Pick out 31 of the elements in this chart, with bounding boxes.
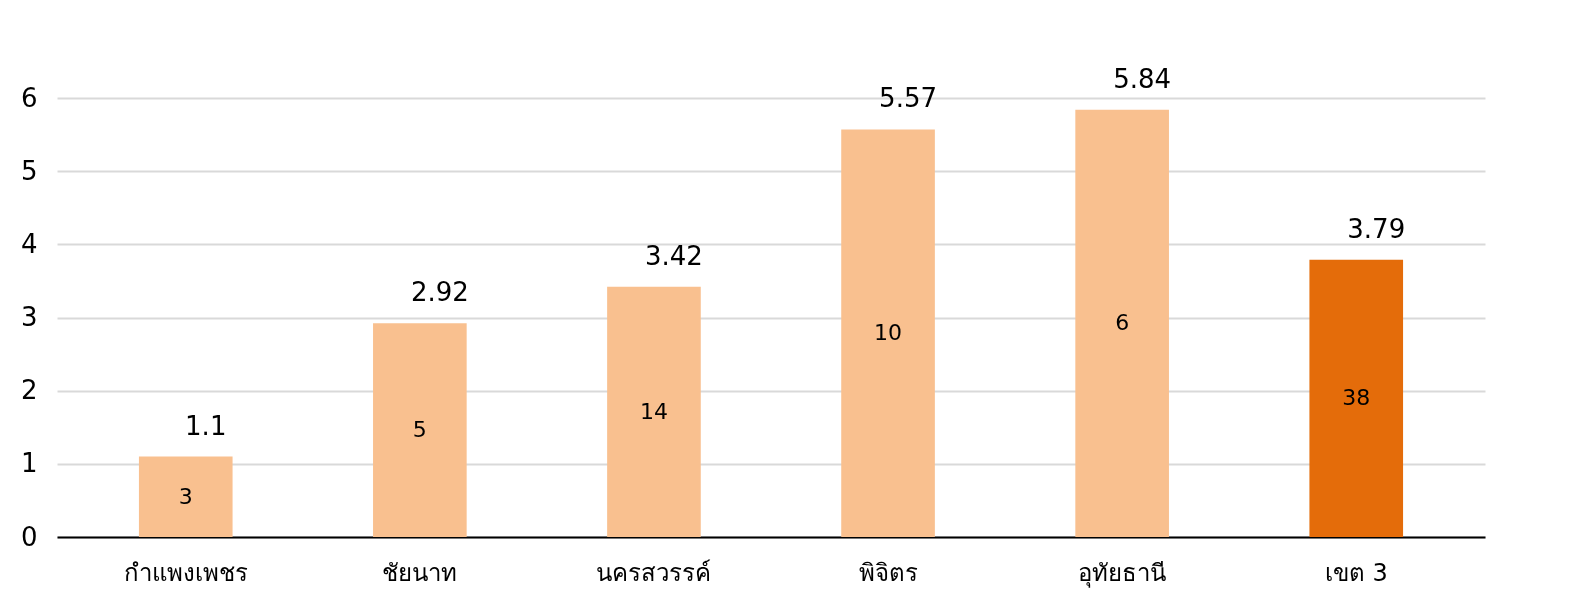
x-tick-label: อุทัยธานี xyxy=(1078,558,1167,588)
bar xyxy=(373,323,467,537)
annotation: 6 xyxy=(1115,310,1130,336)
x-tick-label: เขต 3 xyxy=(1324,558,1388,587)
data-label: 3.79 xyxy=(1347,213,1406,244)
y-tick-label: 4 xyxy=(20,228,38,259)
data-label: 5.57 xyxy=(879,83,937,114)
y-tick-label: 0 xyxy=(20,521,38,552)
annotation: 14 xyxy=(639,398,668,424)
x-tick-label: พิจิตร xyxy=(858,558,918,587)
annotation: 38 xyxy=(1342,385,1371,411)
bar xyxy=(1309,259,1404,537)
y-tick-label: 5 xyxy=(20,155,38,186)
annotation: 5 xyxy=(412,417,427,443)
y-tick-label: 2 xyxy=(20,375,38,406)
x-tick-label: กำแพงเพชร xyxy=(123,558,248,587)
bar xyxy=(841,129,935,537)
data-label: 2.92 xyxy=(410,277,469,308)
y-tick-label: 3 xyxy=(20,302,38,332)
x-tick-label: ชัยนาท xyxy=(382,558,458,587)
bar xyxy=(138,456,233,537)
annotation: 3 xyxy=(178,483,193,509)
data-label: 3.42 xyxy=(645,240,703,271)
data-label: 5.84 xyxy=(1113,63,1172,94)
data-label: 1.1 xyxy=(185,410,227,441)
y-tick-label: 6 xyxy=(20,82,38,113)
annotation: 10 xyxy=(874,320,903,346)
x-tick-label: นครสวรรค์ xyxy=(596,558,712,587)
bar xyxy=(1075,109,1169,537)
y-tick-label: 1 xyxy=(20,448,38,479)
bar xyxy=(607,286,701,537)
